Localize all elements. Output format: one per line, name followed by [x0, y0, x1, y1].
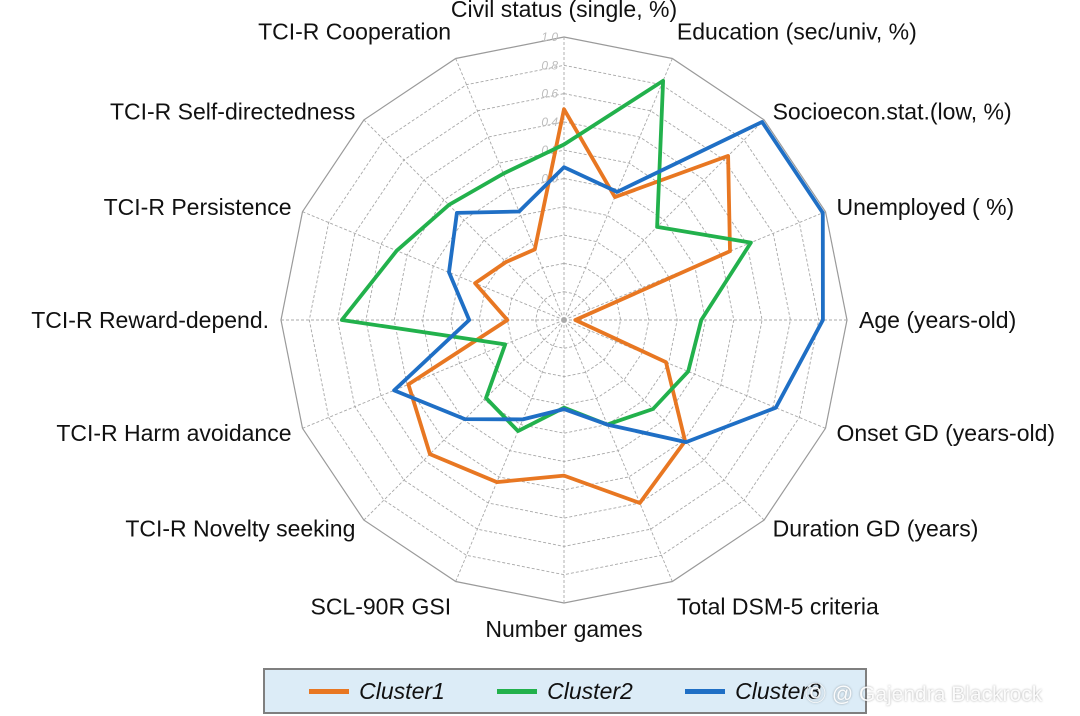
- tick-label-2: 0.4: [541, 115, 558, 129]
- legend: Cluster1 Cluster2 Cluster3: [263, 668, 867, 714]
- series-line-cluster2: [339, 78, 753, 434]
- axis-label-1: Education (sec/univ, %): [677, 19, 917, 45]
- axis-label-10: TCI-R Novelty seeking: [125, 516, 355, 542]
- spoke-7: [563, 319, 673, 582]
- axis-label-5: Onset GD (years-old): [837, 420, 1056, 446]
- legend-swatch-cluster2: [497, 688, 538, 694]
- legend-label-cluster2: Cluster2: [547, 677, 633, 704]
- axis-label-6: Duration GD (years): [773, 516, 979, 542]
- axis-label-14: TCI-R Self-directedness: [110, 98, 355, 124]
- axis-labels: Civil status (single, %)Education (sec/u…: [31, 0, 1055, 642]
- legend-item-cluster1: Cluster1: [309, 678, 445, 705]
- radar-series: [339, 78, 825, 505]
- spoke-14: [363, 119, 565, 321]
- tick-label-4: 0.8: [541, 58, 558, 72]
- grid-ring-7: [365, 121, 763, 519]
- spoke-1: [563, 58, 673, 321]
- grid-ring-1: [535, 291, 593, 349]
- grid-ring-3: [478, 234, 650, 406]
- spoke-6: [563, 319, 765, 521]
- axis-label-13: TCI-R Persistence: [104, 194, 292, 220]
- legend-item-cluster2: Cluster2: [497, 678, 633, 705]
- spoke-11: [302, 319, 565, 429]
- series-cluster3: [392, 120, 825, 445]
- axis-label-15: TCI-R Cooperation: [258, 19, 451, 45]
- radar-spokes: [281, 37, 847, 603]
- axis-label-9: SCL-90R GSI: [310, 594, 451, 620]
- tick-label-5: 1.0: [541, 30, 558, 44]
- axis-label-0: Civil status (single, %): [451, 0, 677, 22]
- spoke-5: [563, 319, 826, 429]
- watermark: Ⓞ @ Gajendra Blackrock: [805, 683, 1043, 706]
- series-line-cluster3: [392, 120, 825, 445]
- spoke-2: [563, 119, 765, 321]
- spoke-13: [302, 211, 565, 321]
- spoke-15: [455, 58, 565, 321]
- axis-label-3: Unemployed ( %): [837, 194, 1015, 220]
- axis-label-4: Age (years-old): [859, 307, 1016, 333]
- series-cluster2: [339, 78, 753, 434]
- spoke-9: [455, 319, 565, 582]
- axis-label-11: TCI-R Harm avoidance: [56, 420, 291, 446]
- legend-swatch-cluster1: [309, 688, 350, 694]
- axis-label-12: TCI-R Reward-depend.: [31, 307, 269, 333]
- grid-ring-4: [450, 206, 678, 434]
- axis-label-8: Number games: [485, 616, 642, 642]
- radial-tick-labels: 0.00.20.40.60.81.0: [541, 30, 558, 186]
- grid-ring-9: [308, 64, 820, 576]
- tick-label-3: 0.6: [541, 87, 558, 101]
- legend-label-cluster3: Cluster3: [735, 677, 821, 704]
- axis-label-2: Socioecon.stat.(low, %): [773, 98, 1012, 124]
- legend-label-cluster1: Cluster1: [359, 677, 445, 704]
- legend-item-cluster3: Cluster3: [685, 678, 821, 705]
- legend-swatch-cluster3: [685, 688, 726, 694]
- axis-label-7: Total DSM-5 criteria: [677, 594, 879, 620]
